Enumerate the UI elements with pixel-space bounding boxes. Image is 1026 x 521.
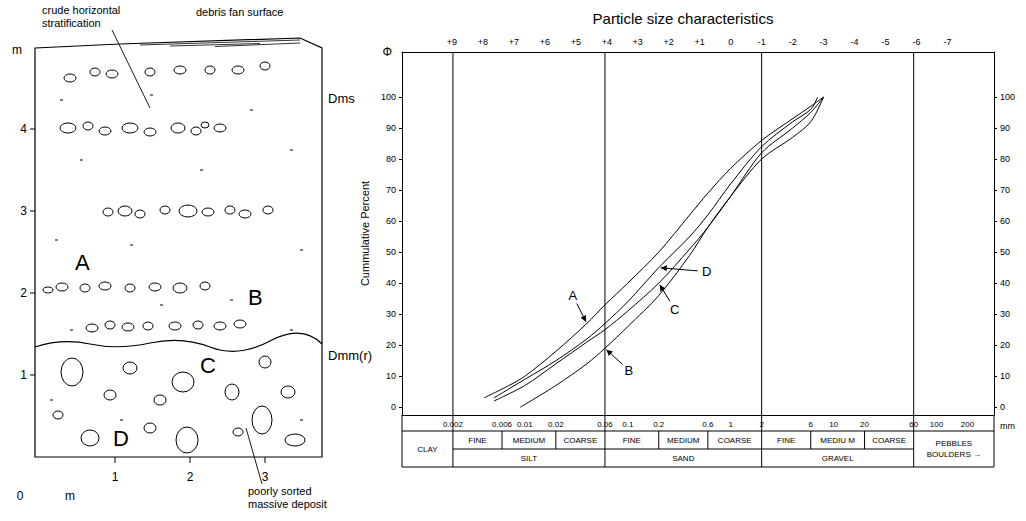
svg-text:0.2: 0.2 xyxy=(653,420,665,429)
svg-text:C: C xyxy=(200,353,216,378)
svg-text:0.6: 0.6 xyxy=(702,420,714,429)
svg-text:2: 2 xyxy=(20,286,27,300)
svg-text:A: A xyxy=(75,250,90,275)
svg-text:MEDIU M: MEDIU M xyxy=(820,436,855,445)
svg-text:0.01: 0.01 xyxy=(517,420,533,429)
svg-text:70: 70 xyxy=(1000,185,1010,195)
svg-text:poorly sortedmassive deposit: poorly sortedmassive deposit xyxy=(248,485,327,510)
svg-text:30: 30 xyxy=(386,309,396,319)
svg-text:0: 0 xyxy=(391,402,396,412)
svg-text:A: A xyxy=(568,288,577,303)
svg-text:-3: -3 xyxy=(820,37,828,47)
svg-text:+1: +1 xyxy=(695,37,705,47)
svg-text:0: 0 xyxy=(728,37,733,47)
svg-text:GRAVEL: GRAVEL xyxy=(822,454,854,463)
svg-text:90: 90 xyxy=(1000,123,1010,133)
svg-text:CLAY: CLAY xyxy=(417,445,438,454)
svg-text:40: 40 xyxy=(1000,278,1010,288)
svg-text:-6: -6 xyxy=(913,37,921,47)
svg-text:20: 20 xyxy=(386,340,396,350)
svg-text:50: 50 xyxy=(386,247,396,257)
svg-text:-4: -4 xyxy=(851,37,859,47)
svg-text:60: 60 xyxy=(1000,216,1010,226)
svg-text:B: B xyxy=(625,363,634,378)
svg-text:20: 20 xyxy=(1000,340,1010,350)
svg-text:50: 50 xyxy=(1000,247,1010,257)
svg-text:100: 100 xyxy=(1000,92,1015,102)
svg-text:10: 10 xyxy=(829,420,838,429)
svg-text:60: 60 xyxy=(386,216,396,226)
svg-text:0.02: 0.02 xyxy=(548,420,564,429)
svg-text:-5: -5 xyxy=(882,37,890,47)
svg-text:B: B xyxy=(248,285,263,310)
svg-text:3: 3 xyxy=(262,470,269,484)
svg-text:Dms: Dms xyxy=(328,91,355,106)
svg-text:20: 20 xyxy=(860,420,869,429)
svg-text:4: 4 xyxy=(20,122,27,136)
svg-text:Cummulative Percent: Cummulative Percent xyxy=(359,181,371,286)
svg-text:-1: -1 xyxy=(758,37,766,47)
svg-text:0.06: 0.06 xyxy=(597,419,613,429)
svg-text:m: m xyxy=(65,489,75,503)
svg-text:C: C xyxy=(670,302,679,317)
svg-text:0.002: 0.002 xyxy=(442,419,463,429)
svg-text:2: 2 xyxy=(759,419,764,429)
svg-text:1: 1 xyxy=(20,368,27,382)
svg-text:100: 100 xyxy=(930,420,944,429)
svg-text:90: 90 xyxy=(386,123,396,133)
svg-text:+9: +9 xyxy=(447,37,457,47)
svg-text:D: D xyxy=(113,426,129,451)
svg-text:60: 60 xyxy=(909,419,919,429)
svg-text:6: 6 xyxy=(809,420,814,429)
svg-text:Dmm(r): Dmm(r) xyxy=(328,348,372,363)
svg-text:mm: mm xyxy=(1000,421,1015,431)
svg-text:0.1: 0.1 xyxy=(622,420,634,429)
svg-text:MEDIUM: MEDIUM xyxy=(513,436,546,445)
svg-text:80: 80 xyxy=(1000,154,1010,164)
svg-text:COARSE: COARSE xyxy=(718,436,752,445)
svg-text:+5: +5 xyxy=(571,37,581,47)
svg-text:Particle size characteristics: Particle size characteristics xyxy=(593,10,774,27)
svg-text:3: 3 xyxy=(20,204,27,218)
svg-text:PEBBLES: PEBBLES xyxy=(936,439,972,448)
svg-text:30: 30 xyxy=(1000,309,1010,319)
svg-text:10: 10 xyxy=(386,371,396,381)
svg-text:70: 70 xyxy=(386,185,396,195)
svg-text:D: D xyxy=(702,264,711,279)
svg-text:FINE: FINE xyxy=(623,436,641,445)
svg-text:1: 1 xyxy=(112,470,119,484)
svg-text:crude horizontalstratification: crude horizontalstratification xyxy=(42,4,120,29)
svg-text:0: 0 xyxy=(17,489,24,503)
svg-text:1: 1 xyxy=(728,420,733,429)
svg-text:-7: -7 xyxy=(944,37,952,47)
svg-text:+3: +3 xyxy=(633,37,643,47)
svg-text:SAND: SAND xyxy=(672,454,694,463)
svg-text:m: m xyxy=(12,43,22,57)
svg-text:debris fan surface: debris fan surface xyxy=(196,6,283,18)
svg-text:0.006: 0.006 xyxy=(492,420,513,429)
svg-text:MEDIUM: MEDIUM xyxy=(667,436,700,445)
svg-text:COARSE: COARSE xyxy=(872,436,906,445)
svg-text:SILT: SILT xyxy=(521,454,537,463)
svg-text:2: 2 xyxy=(187,470,194,484)
svg-text:40: 40 xyxy=(386,278,396,288)
svg-text:Φ: Φ xyxy=(382,45,392,59)
svg-text:+4: +4 xyxy=(602,37,612,47)
svg-text:80: 80 xyxy=(386,154,396,164)
svg-text:100: 100 xyxy=(381,92,396,102)
svg-text:+8: +8 xyxy=(478,37,488,47)
svg-text:+2: +2 xyxy=(664,37,674,47)
svg-text:FINE: FINE xyxy=(777,436,795,445)
svg-text:+7: +7 xyxy=(509,37,519,47)
svg-text:10: 10 xyxy=(1000,371,1010,381)
svg-text:FINE: FINE xyxy=(468,436,486,445)
svg-text:200: 200 xyxy=(961,420,975,429)
svg-text:-2: -2 xyxy=(789,37,797,47)
svg-text:+6: +6 xyxy=(540,37,550,47)
svg-text:BOULDERS →: BOULDERS → xyxy=(927,450,981,459)
svg-text:0: 0 xyxy=(1000,402,1005,412)
svg-text:COARSE: COARSE xyxy=(563,436,597,445)
